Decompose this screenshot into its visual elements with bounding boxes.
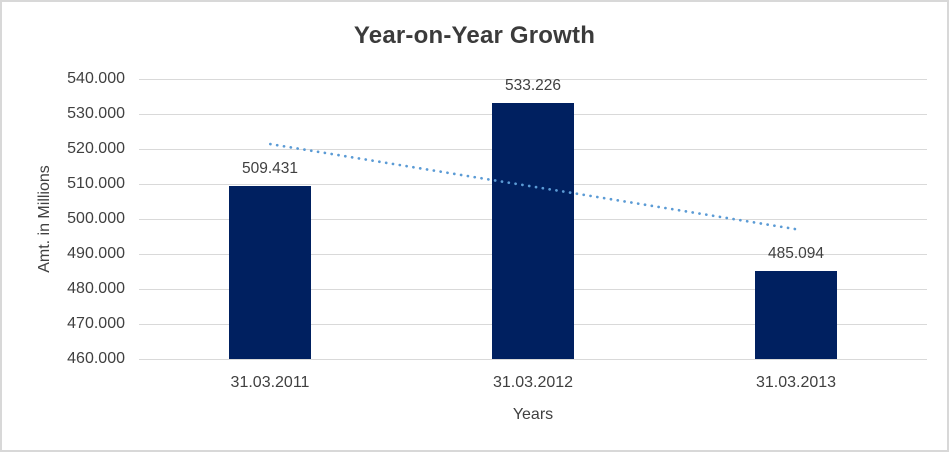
bar-value-label: 533.226 [504,77,562,94]
y-tick-label: 520.000 [67,140,125,157]
y-tick-label: 480.000 [67,280,125,297]
y-tick-label: 530.000 [67,105,125,122]
gridline [139,359,927,360]
x-tick-label: 31.03.2013 [755,374,837,391]
y-tick-label: 540.000 [67,70,125,87]
y-tick-label: 490.000 [67,245,125,262]
gridline [139,79,927,80]
x-axis-title: Years [512,406,554,423]
y-tick-label: 470.000 [67,315,125,332]
bar [229,186,311,359]
y-tick-label: 510.000 [67,175,125,192]
x-tick-label: 31.03.2012 [492,374,574,391]
y-tick-label: 500.000 [67,210,125,227]
bar [492,103,574,359]
chart-title: Year-on-Year Growth [353,22,596,49]
bar-value-label: 509.431 [241,160,299,177]
y-tick-label: 460.000 [67,350,125,367]
bar [755,271,837,359]
x-tick-label: 31.03.2011 [230,374,310,391]
bar-value-label: 485.094 [767,245,825,262]
